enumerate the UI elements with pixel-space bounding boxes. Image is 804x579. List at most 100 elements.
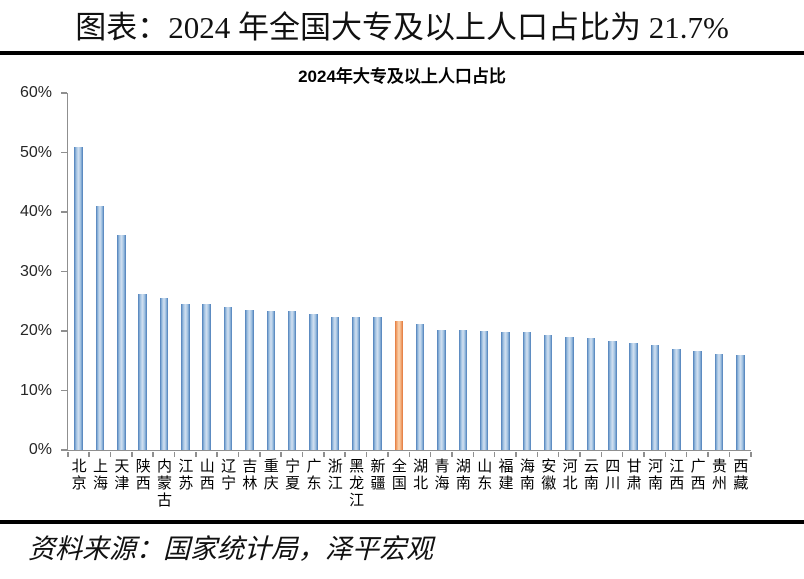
bar [181,303,190,450]
x-tick-mark [67,451,69,457]
x-axis-label: 上海 [91,458,108,492]
x-axis-label: 山西 [197,458,214,492]
top-divider [0,51,804,55]
x-tick-mark [195,451,197,457]
y-tick-mark [61,330,67,332]
bar [330,316,340,450]
x-tick-mark [301,451,304,457]
bar [565,336,574,450]
x-axis-label: 河南 [645,458,662,492]
bar [543,334,553,450]
x-axis-label: 云南 [581,458,598,492]
x-axis-label: 贵州 [709,458,726,492]
bar [266,311,276,450]
x-axis-label: 辽宁 [219,458,236,492]
x-axis-label: 西藏 [731,458,748,492]
x-tick-mark [621,451,624,457]
bar [159,297,169,450]
x-tick-mark [259,451,261,457]
x-axis-label: 陕西 [133,458,150,492]
x-tick-mark [131,451,133,457]
x-tick-mark [557,451,560,457]
x-tick-mark [707,451,709,457]
bar [373,317,382,450]
x-tick-mark [664,451,667,457]
bar [74,146,83,450]
x-axis-label: 重庆 [261,458,278,492]
bar [522,332,532,450]
bar [223,307,233,450]
source-note: 资料来源：国家统计局，泽平宏观 [28,534,433,564]
y-tick-mark [61,92,67,94]
x-tick-mark [643,451,645,457]
y-tick-label: 60% [19,84,52,101]
x-tick-mark [472,451,475,457]
x-tick-mark [216,451,218,457]
bar [501,332,510,450]
x-axis-label: 宁夏 [283,458,300,492]
x-axis-label: 安徽 [539,458,556,492]
x-tick-mark [387,451,389,457]
x-tick-mark [685,451,688,457]
bar-highlight [394,320,404,450]
y-tick-label: 30% [19,262,52,280]
bar [672,348,681,450]
x-axis-label: 内蒙古 [155,458,172,509]
x-axis-label: 江西 [667,458,684,492]
x-axis-label: 河北 [560,458,577,492]
x-tick-mark [344,451,346,457]
bar [650,345,660,450]
chart-title: 2024年大专及以上人口占比 [298,67,506,86]
x-axis-label: 全国 [389,458,406,492]
bar [736,355,745,450]
y-tick-mark [61,151,67,154]
x-tick-mark [429,451,432,457]
x-axis-label: 吉林 [240,458,257,492]
x-tick-mark [237,451,240,457]
bar [287,311,297,450]
x-axis-label: 天津 [112,458,129,492]
x-tick-mark [152,451,154,457]
bar [415,323,425,450]
x-axis-label: 黑龙江 [347,458,364,509]
x-tick-mark [109,451,112,457]
bar [629,342,638,450]
x-axis-label: 山东 [475,458,492,492]
bar [309,314,318,450]
x-tick-mark [493,451,496,457]
bar [608,341,617,450]
bar [479,331,489,450]
x-axis-label: 甘肃 [624,458,641,492]
bar [95,206,105,450]
x-tick-mark [750,451,752,457]
x-axis-label: 四川 [603,458,620,492]
x-axis-label: 青海 [432,458,449,492]
x-axis-label: 广东 [304,458,321,492]
bar [351,317,361,450]
x-tick-mark [536,451,539,457]
bar [586,337,596,450]
x-tick-mark [579,451,581,457]
bar [693,351,702,450]
x-axis-label: 海南 [517,458,534,492]
y-tick-label: 20% [19,322,52,339]
x-tick-mark [600,451,603,457]
x-tick-mark [88,451,90,457]
y-tick-mark [61,389,67,392]
x-axis-label: 新疆 [368,458,385,492]
x-axis-label: 广西 [688,458,705,492]
x-tick-mark [515,451,517,457]
bar [138,294,147,450]
x-tick-mark [365,451,368,457]
x-tick-mark [728,451,731,457]
bar [202,304,211,450]
bottom-divider [0,520,804,524]
x-axis-label: 湖南 [453,458,470,492]
bar [245,309,254,450]
plot-area [67,93,751,451]
y-tick-label: 10% [19,381,52,399]
bar [458,330,468,450]
document-title: 图表：2024 年全国大专及以上人口占比为 21.7% [75,10,729,45]
